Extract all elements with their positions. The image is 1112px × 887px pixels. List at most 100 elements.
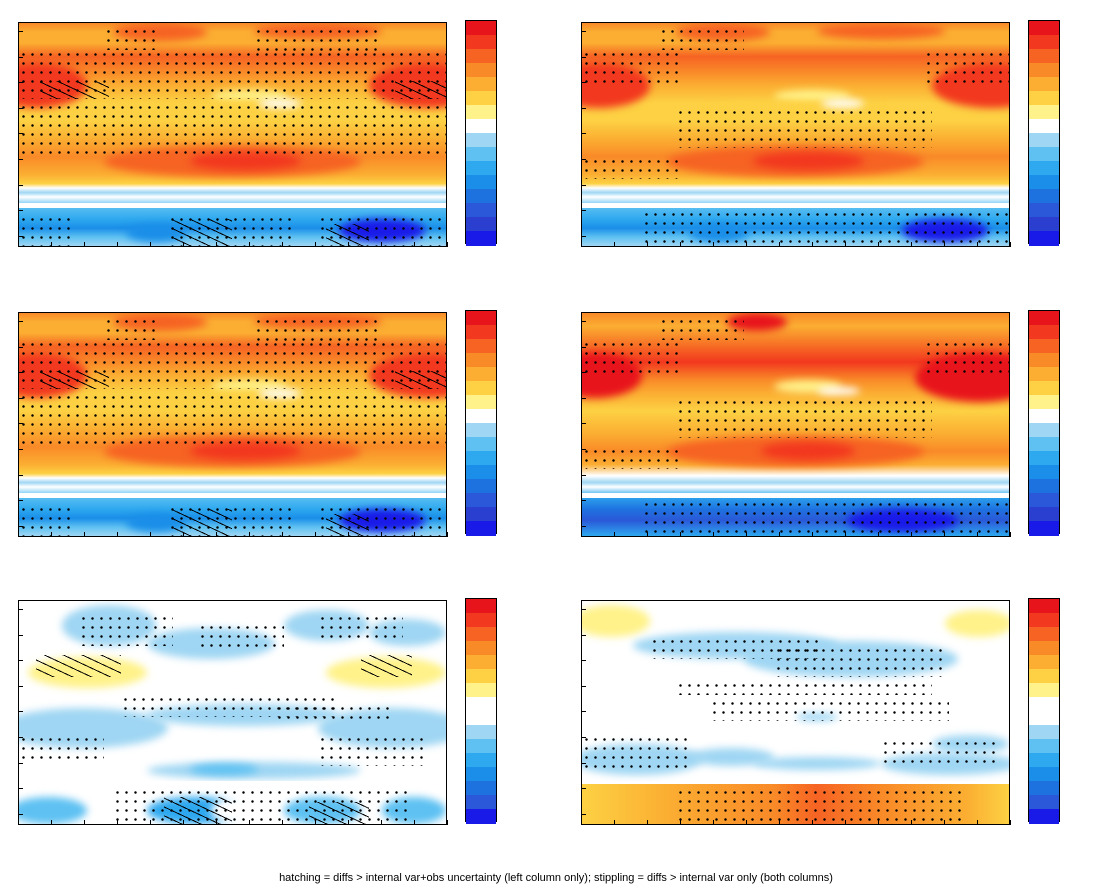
colorbar-box — [466, 479, 496, 494]
contour-region — [283, 797, 361, 824]
y-tick — [581, 346, 586, 348]
x-tick — [183, 820, 184, 825]
y-tick — [18, 449, 23, 450]
x-tick — [812, 820, 813, 825]
colorbar-box — [466, 795, 496, 810]
y-tick — [18, 235, 23, 237]
colorbar-box — [1029, 669, 1059, 684]
x-tick — [845, 532, 846, 537]
x-tick — [447, 820, 448, 825]
y-tick — [581, 423, 586, 425]
x-tick — [150, 242, 151, 247]
x-tick — [84, 242, 85, 247]
x-tick — [713, 532, 714, 537]
colorbar — [1028, 310, 1060, 536]
y-tick — [581, 500, 586, 502]
colorbar-box — [466, 231, 496, 246]
x-tick — [845, 820, 846, 825]
colorbar-box — [466, 507, 496, 522]
colorbar-box — [1029, 203, 1059, 218]
x-tick — [348, 242, 349, 247]
footer-note: hatching = diffs > internal var+obs unce… — [279, 872, 833, 884]
colorbar-box — [1029, 725, 1059, 740]
contour-region — [795, 712, 839, 722]
colorbar-box — [466, 613, 496, 628]
colorbar-box — [466, 189, 496, 204]
contour-region — [688, 223, 749, 242]
colorbar-box — [466, 767, 496, 782]
contour-region — [339, 219, 425, 242]
y-tick — [18, 321, 23, 322]
contour-region — [211, 797, 263, 824]
colorbar-box — [1029, 161, 1059, 176]
y-tick — [581, 737, 586, 738]
y-tick — [18, 31, 23, 32]
x-tick — [315, 242, 316, 247]
contour-region — [19, 797, 88, 824]
contour-region — [727, 313, 787, 331]
contour-region — [688, 748, 775, 766]
colorbar-box — [1029, 641, 1059, 656]
y-tick — [581, 711, 586, 713]
y-tick — [581, 159, 586, 160]
colorbar-box — [466, 627, 496, 642]
colorbar-box — [466, 63, 496, 78]
contour-region — [752, 152, 864, 171]
stipple-region-3 — [675, 681, 933, 695]
contour-region — [189, 763, 259, 775]
y-tick — [18, 660, 23, 662]
colorbar-box — [466, 353, 496, 368]
contour-region — [816, 386, 860, 396]
heatmap-plot — [581, 312, 1010, 537]
y-tick — [18, 423, 23, 425]
colorbar — [1028, 598, 1060, 824]
x-tick — [680, 820, 681, 825]
contour-region — [675, 23, 770, 41]
colorbar-box — [1029, 49, 1059, 64]
colorbar-box — [1029, 521, 1059, 536]
colorbar-box — [1029, 91, 1059, 106]
x-tick — [348, 820, 349, 825]
x-tick — [614, 532, 615, 537]
x-tick — [249, 242, 250, 247]
colorbar-box — [1029, 325, 1059, 340]
x-tick — [381, 242, 382, 247]
colorbar-box — [1029, 451, 1059, 466]
x-tick — [51, 242, 52, 247]
y-tick — [581, 321, 586, 322]
colorbar-box — [466, 105, 496, 120]
colorbar-box — [466, 493, 496, 508]
y-tick — [18, 372, 23, 374]
contour-region — [19, 708, 169, 749]
colorbar-box — [1029, 613, 1059, 628]
x-tick — [381, 820, 382, 825]
contour-region — [582, 605, 651, 637]
x-tick — [414, 242, 415, 247]
colorbar-box — [466, 725, 496, 740]
y-tick — [581, 762, 586, 764]
contour-region — [744, 641, 958, 677]
x-tick — [150, 532, 151, 537]
colorbar-box — [1029, 77, 1059, 92]
colorbar-box — [466, 311, 496, 326]
x-tick — [680, 242, 681, 247]
stipple-region-6 — [168, 504, 297, 536]
y-tick — [581, 372, 586, 374]
contour-region — [317, 708, 446, 749]
x-tick — [911, 242, 912, 247]
colorbar-box — [466, 809, 496, 824]
colorbar — [465, 310, 497, 536]
x-tick — [614, 242, 615, 247]
y-tick — [18, 634, 23, 636]
colorbar-box — [466, 203, 496, 218]
x-tick — [84, 820, 85, 825]
x-tick — [977, 532, 978, 537]
y-tick — [18, 525, 23, 527]
x-tick — [614, 820, 615, 825]
x-tick — [581, 820, 582, 825]
x-tick — [249, 532, 250, 537]
colorbar-box — [466, 753, 496, 768]
x-tick — [878, 532, 879, 537]
contour-region — [339, 509, 425, 532]
contour-region — [125, 513, 186, 532]
